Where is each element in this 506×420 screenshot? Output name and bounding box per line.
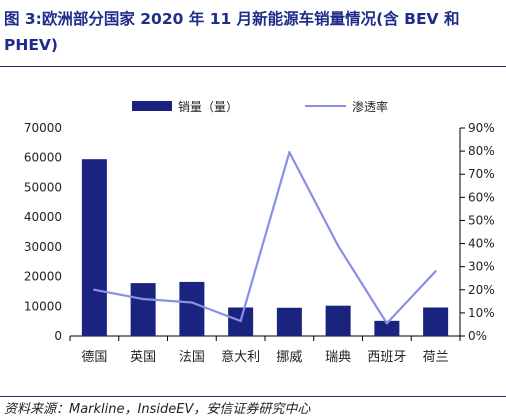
x-category-label: 荷兰 (423, 350, 449, 365)
penetration-line (94, 151, 437, 325)
penetration-point (93, 288, 96, 291)
bar (179, 281, 205, 336)
penetration-point (336, 244, 340, 248)
left-tick-label: 70000 (24, 121, 62, 135)
right-tick-label: 10% (468, 306, 495, 320)
right-tick-label: 50% (468, 213, 495, 227)
right-tick-label: 20% (468, 283, 495, 297)
source-note: 资料来源：Markline，InsideEV，安信证券研究中心 (4, 402, 311, 417)
axes: 0 10000 20000 30000 40000 50000 60000 70000 0% 10… (24, 121, 495, 343)
left-tick-label: 20000 (24, 270, 62, 284)
bar (81, 159, 107, 336)
legend-bar-label: 销量（量） (178, 100, 238, 114)
x-category-label: 瑞典 (325, 350, 351, 365)
bar (423, 307, 449, 336)
penetration-point (385, 322, 389, 325)
bottom-rule (0, 396, 506, 397)
left-tick-label: 50000 (24, 180, 62, 194)
x-category-label: 法国 (179, 350, 205, 365)
right-tick-label: 30% (468, 260, 495, 274)
bar (130, 283, 156, 336)
left-tick-label: 0 (54, 329, 62, 343)
penetration-series (93, 151, 437, 325)
x-category-label: 西班牙 (367, 350, 406, 365)
penetration-point (190, 301, 194, 304)
bar-series (81, 159, 449, 336)
right-tick-label: 40% (468, 237, 495, 251)
legend-line-label: 渗透率 (352, 99, 388, 114)
left-tick-label: 10000 (24, 299, 62, 313)
left-tick-label: 30000 (24, 240, 62, 254)
x-category-label: 德国 (81, 350, 107, 365)
penetration-point (239, 319, 242, 323)
top-rule (0, 66, 506, 67)
x-category-label: 挪威 (276, 350, 302, 365)
right-tick-label: 70% (468, 167, 495, 181)
figure-title: 图 3:欧洲部分国家 2020 年 11 月新能源车销量情况(含 BEV 和 P… (4, 10, 460, 54)
x-category-label: 意大利 (221, 349, 260, 365)
right-tick-label: 0% (468, 329, 487, 343)
right-tick-label: 90% (468, 121, 495, 135)
legend-bar-swatch (132, 101, 172, 111)
right-tick-label: 60% (468, 190, 495, 204)
bar (325, 305, 351, 336)
penetration-point (141, 297, 145, 301)
left-tick-label: 40000 (24, 210, 62, 224)
penetration-point (434, 270, 437, 273)
bar (374, 320, 400, 336)
legend: 销量（量） 渗透率 (132, 99, 388, 114)
x-category-label: 英国 (130, 350, 156, 365)
penetration-point (288, 151, 291, 154)
right-tick-label: 80% (468, 144, 495, 158)
x-axis-labels: 德国 英国 法国 意大利 挪威 瑞典 西班牙 荷兰 (81, 349, 448, 365)
bar (276, 307, 302, 336)
left-tick-label: 60000 (24, 151, 62, 165)
